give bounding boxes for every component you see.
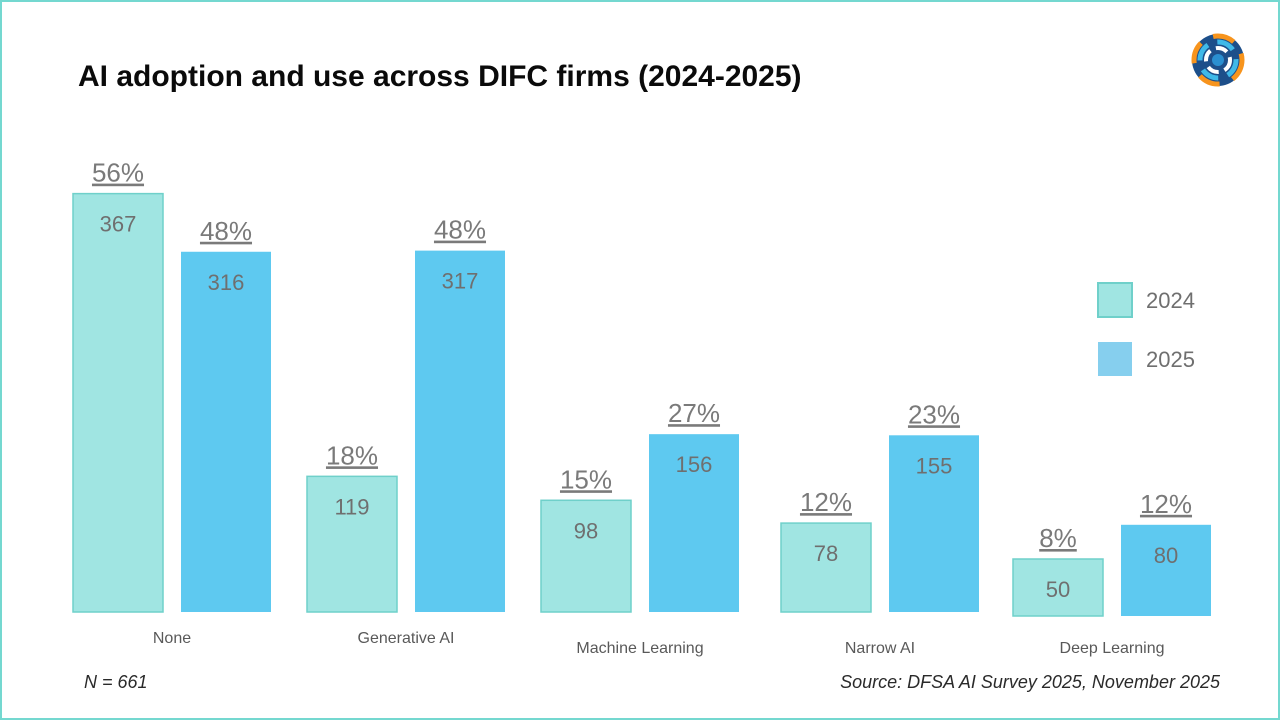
count-label-2025-3: 155 (916, 453, 953, 478)
count-label-2025-4: 80 (1154, 543, 1178, 568)
bar-2024-1 (306, 475, 398, 613)
category-label-0: None (153, 630, 191, 647)
bar-2024-2 (540, 499, 632, 613)
percent-label-2024-4: 8% (1039, 523, 1077, 553)
percent-label-2025-4: 12% (1140, 489, 1192, 519)
count-label-2024-0: 367 (100, 212, 137, 237)
logo-icon (1191, 33, 1245, 87)
percent-label-2025-0: 48% (200, 216, 252, 246)
category-label-3: Narrow AI (845, 640, 915, 657)
source-note: Source: DFSA AI Survey 2025, November 20… (840, 672, 1220, 692)
legend-label-2025: 2025 (1146, 347, 1195, 372)
percent-label-2025-1: 48% (434, 215, 486, 245)
percent-label-2025-2: 27% (668, 398, 720, 428)
count-label-2024-4: 50 (1046, 577, 1070, 602)
bar-2024-0 (72, 192, 164, 613)
sample-size-note: N = 661 (84, 672, 148, 692)
legend-swatch-2024 (1097, 282, 1133, 318)
percent-label-2024-0: 56% (92, 158, 144, 188)
legend-swatch-2025 (1098, 342, 1132, 376)
count-label-2024-2: 98 (574, 518, 598, 543)
percent-label-2024-3: 12% (800, 487, 852, 517)
legend-label-2024: 2024 (1146, 288, 1195, 313)
category-label-4: Deep Learning (1060, 640, 1165, 657)
chart-title: AI adoption and use across DIFC firms (2… (78, 60, 802, 93)
count-label-2025-1: 317 (442, 269, 479, 294)
bar-2024-3 (780, 522, 872, 613)
bar-2024-4 (1012, 558, 1104, 617)
category-label-1: Generative AI (358, 630, 455, 647)
count-label-2024-3: 78 (814, 541, 838, 566)
count-label-2025-0: 316 (208, 270, 245, 295)
percent-label-2024-1: 18% (326, 440, 378, 470)
bar-2025-0 (181, 251, 271, 612)
percent-label-2024-2: 15% (560, 464, 612, 494)
bar-2025-2 (649, 434, 739, 612)
count-label-2024-1: 119 (334, 494, 369, 519)
count-label-2025-2: 156 (676, 452, 713, 477)
chart-legend: 2024 2025 (1097, 282, 1195, 376)
bar-2025-3 (889, 435, 979, 612)
percent-label-2025-3: 23% (908, 399, 960, 429)
category-label-2: Machine Learning (576, 640, 703, 657)
bar-2025-1 (415, 250, 505, 612)
bar-2025-4 (1121, 524, 1211, 616)
